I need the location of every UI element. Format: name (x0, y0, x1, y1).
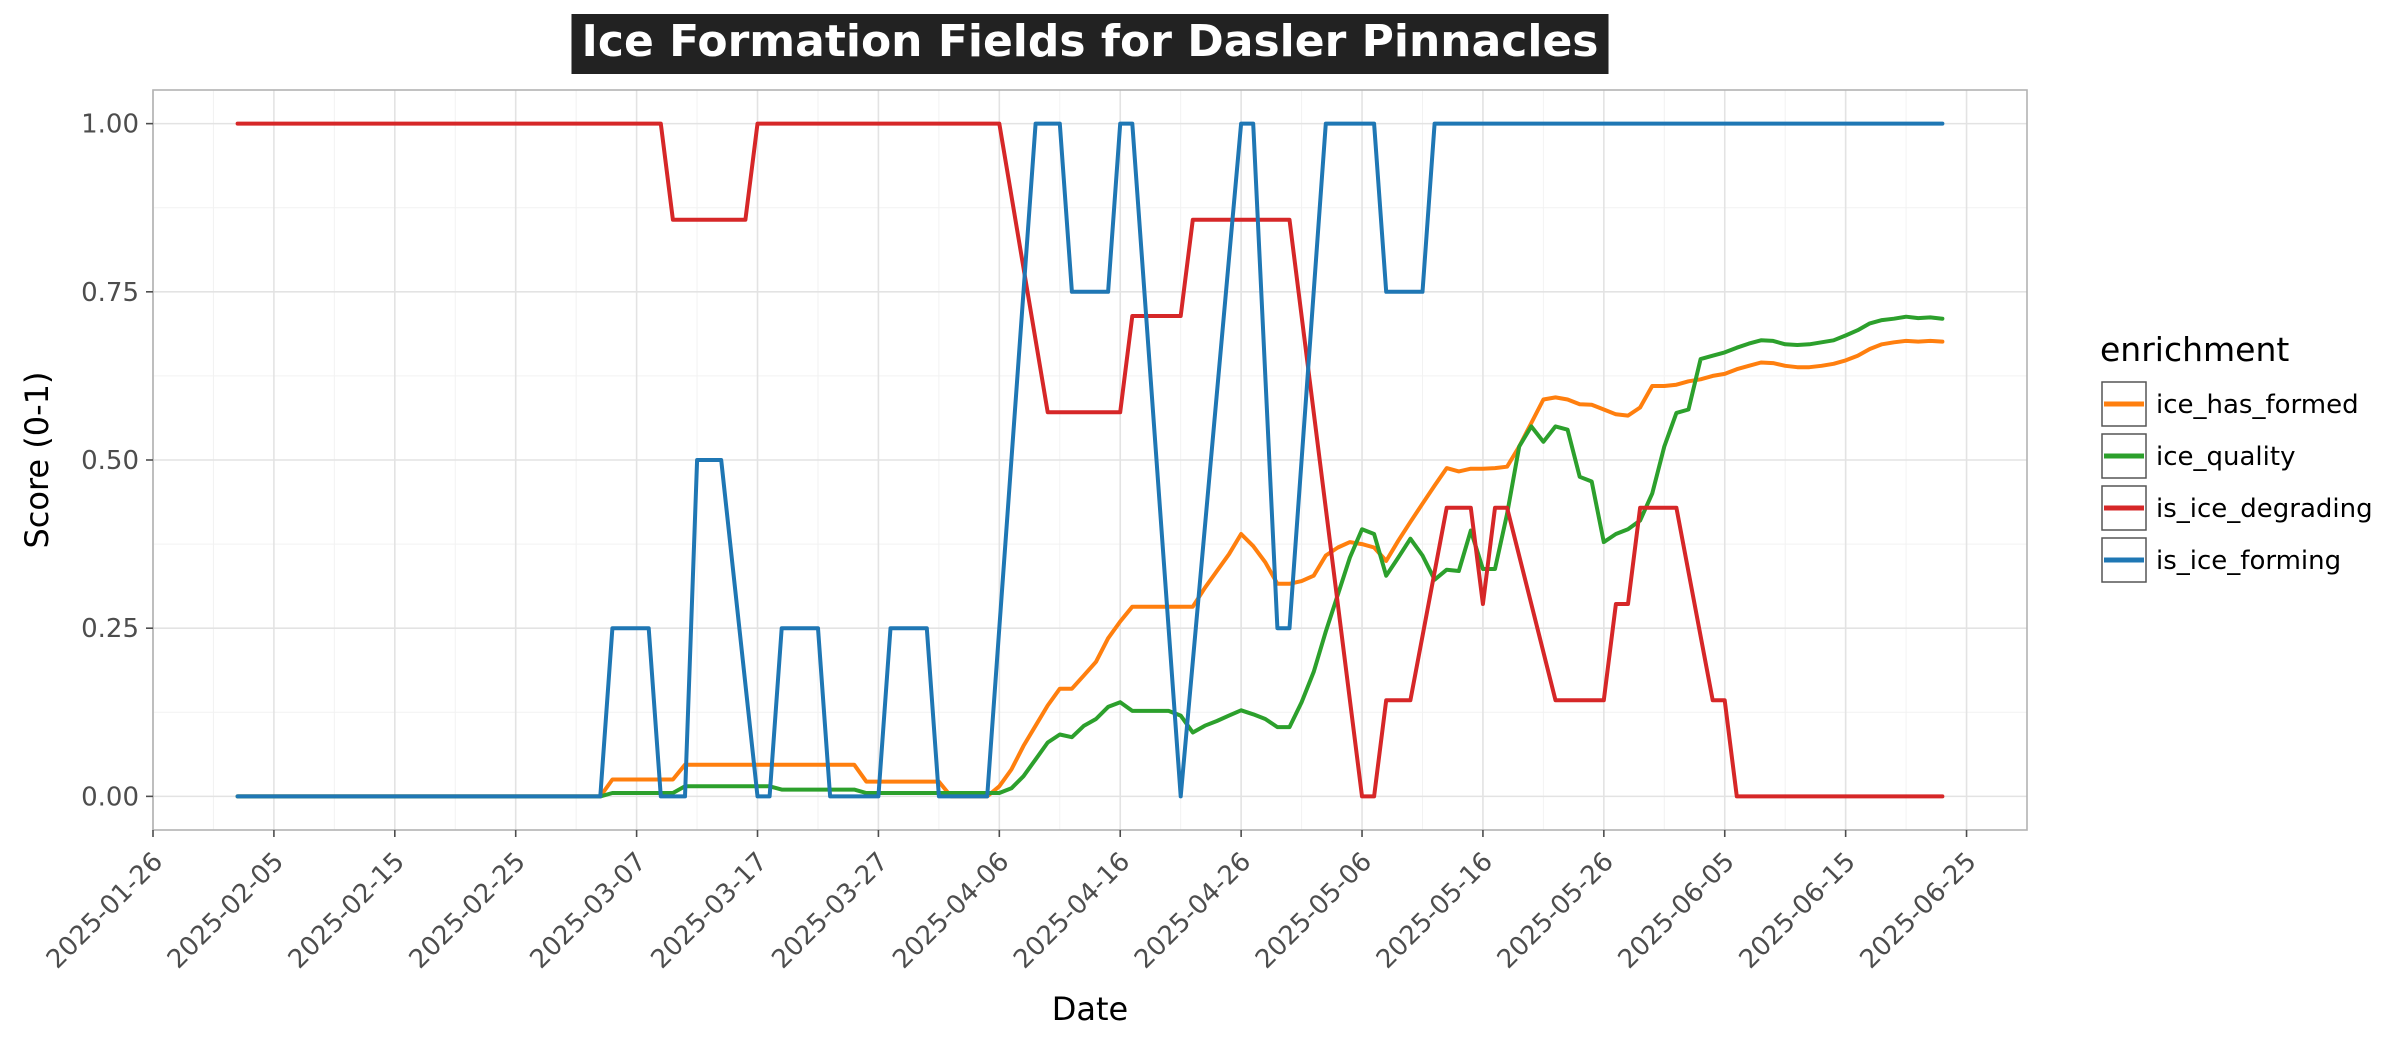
legend: enrichment ice_has_formed ice_quality is_i… (2100, 330, 2373, 583)
series-line-ice-quality (235, 314, 1945, 799)
chart-title-background (571, 14, 1609, 74)
legend-item-ice-quality: ice_quality (2101, 433, 2295, 479)
chart-title: Ice Formation Fields for Dasler Pinnacle… (571, 14, 1609, 74)
series-line-is-ice-degrading (235, 121, 1945, 799)
y-tick-label: 0.25 (81, 614, 139, 644)
legend-label: is_ice_forming (2156, 546, 2341, 576)
legend-item-is-ice-forming: is_ice_forming (2101, 537, 2341, 583)
y-tick-label: 1.00 (81, 110, 139, 140)
x-axis-title: Date (1052, 990, 1128, 1028)
chart-title-text: Ice Formation Fields for Dasler Pinnacle… (581, 16, 1598, 67)
y-axis-title: Score (0-1) (18, 371, 56, 548)
legend-item-is-ice-degrading: is_ice_degrading (2101, 485, 2373, 531)
y-tick-label: 0.50 (81, 446, 139, 476)
legend-item-ice-has-formed: ice_has_formed (2101, 381, 2359, 427)
y-tick-label: 0.00 (81, 782, 139, 812)
series-line-ice-has-formed (235, 338, 1945, 799)
y-tick-label: 0.75 (81, 278, 139, 308)
legend-title: enrichment (2100, 330, 2289, 369)
legend-label: ice_has_formed (2156, 390, 2359, 420)
series-lines (235, 121, 1945, 799)
y-axis-ticks: 0.00 0.25 0.50 0.75 1.00 (81, 110, 153, 812)
legend-label: is_ice_degrading (2156, 494, 2373, 524)
legend-label: ice_quality (2156, 442, 2295, 472)
series-line-is-ice-forming (235, 121, 1945, 799)
